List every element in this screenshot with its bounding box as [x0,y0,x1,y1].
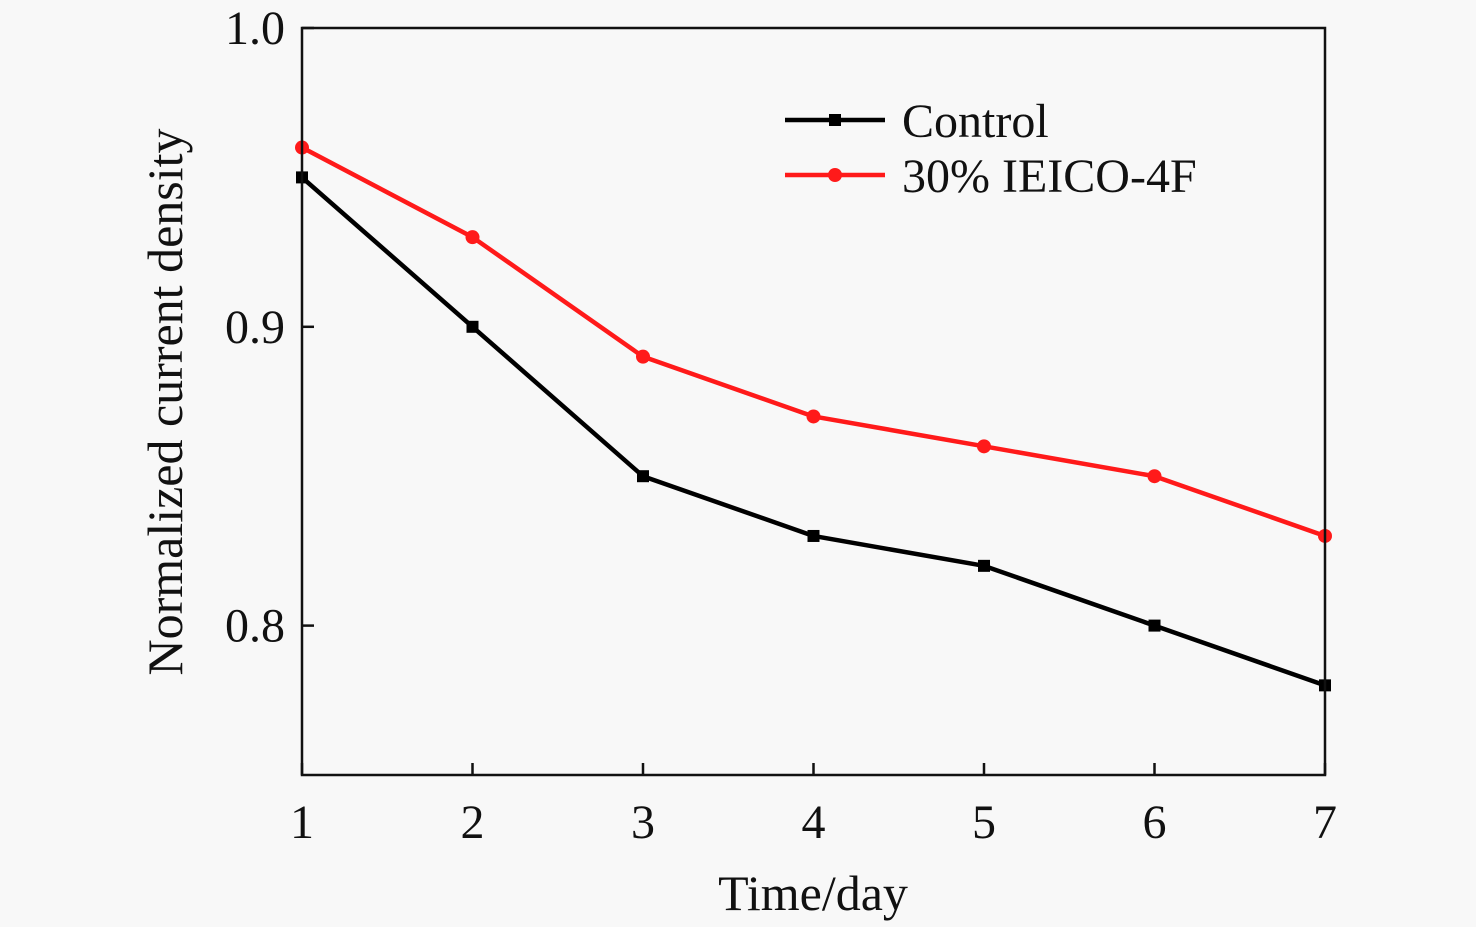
data-point [1147,469,1162,484]
y-tick-label: 0.8 [225,600,285,653]
legend-marker [829,114,841,126]
y-tick-label: 0.9 [225,301,285,354]
data-point [465,230,480,245]
series-layer [295,140,1332,692]
data-point [978,559,990,572]
y-tick-label: 1.0 [225,2,285,55]
x-axis: 1 2 3 4 5 6 7 [290,763,1337,849]
series-line [300,145,1326,539]
x-tick-label: 1 [290,796,314,849]
data-point [806,409,821,424]
y-axis: 0.8 0.9 1.0 [225,2,314,653]
data-point [466,320,479,333]
data-point [637,470,649,483]
series-ieico-4f [295,140,1332,543]
series-control [296,171,1331,692]
x-tick-label: 2 [461,796,485,849]
y-axis-label: Normalized current density [137,128,193,675]
data-point [1148,619,1161,632]
series-line [300,175,1326,688]
x-tick-label: 3 [631,796,655,849]
x-tick-label: 7 [1313,796,1337,849]
legend-label: Control [902,95,1049,148]
x-tick-label: 6 [1143,796,1167,849]
legend-label: 30% IEICO-4F [902,150,1197,203]
data-point [636,349,650,364]
legend-marker [828,168,842,182]
plot-frame [300,26,1327,777]
data-point [977,439,991,454]
x-tick-label: 4 [802,796,826,849]
x-tick-label: 5 [972,796,996,849]
x-axis-label: Time/day [718,865,908,921]
data-point [807,529,820,542]
